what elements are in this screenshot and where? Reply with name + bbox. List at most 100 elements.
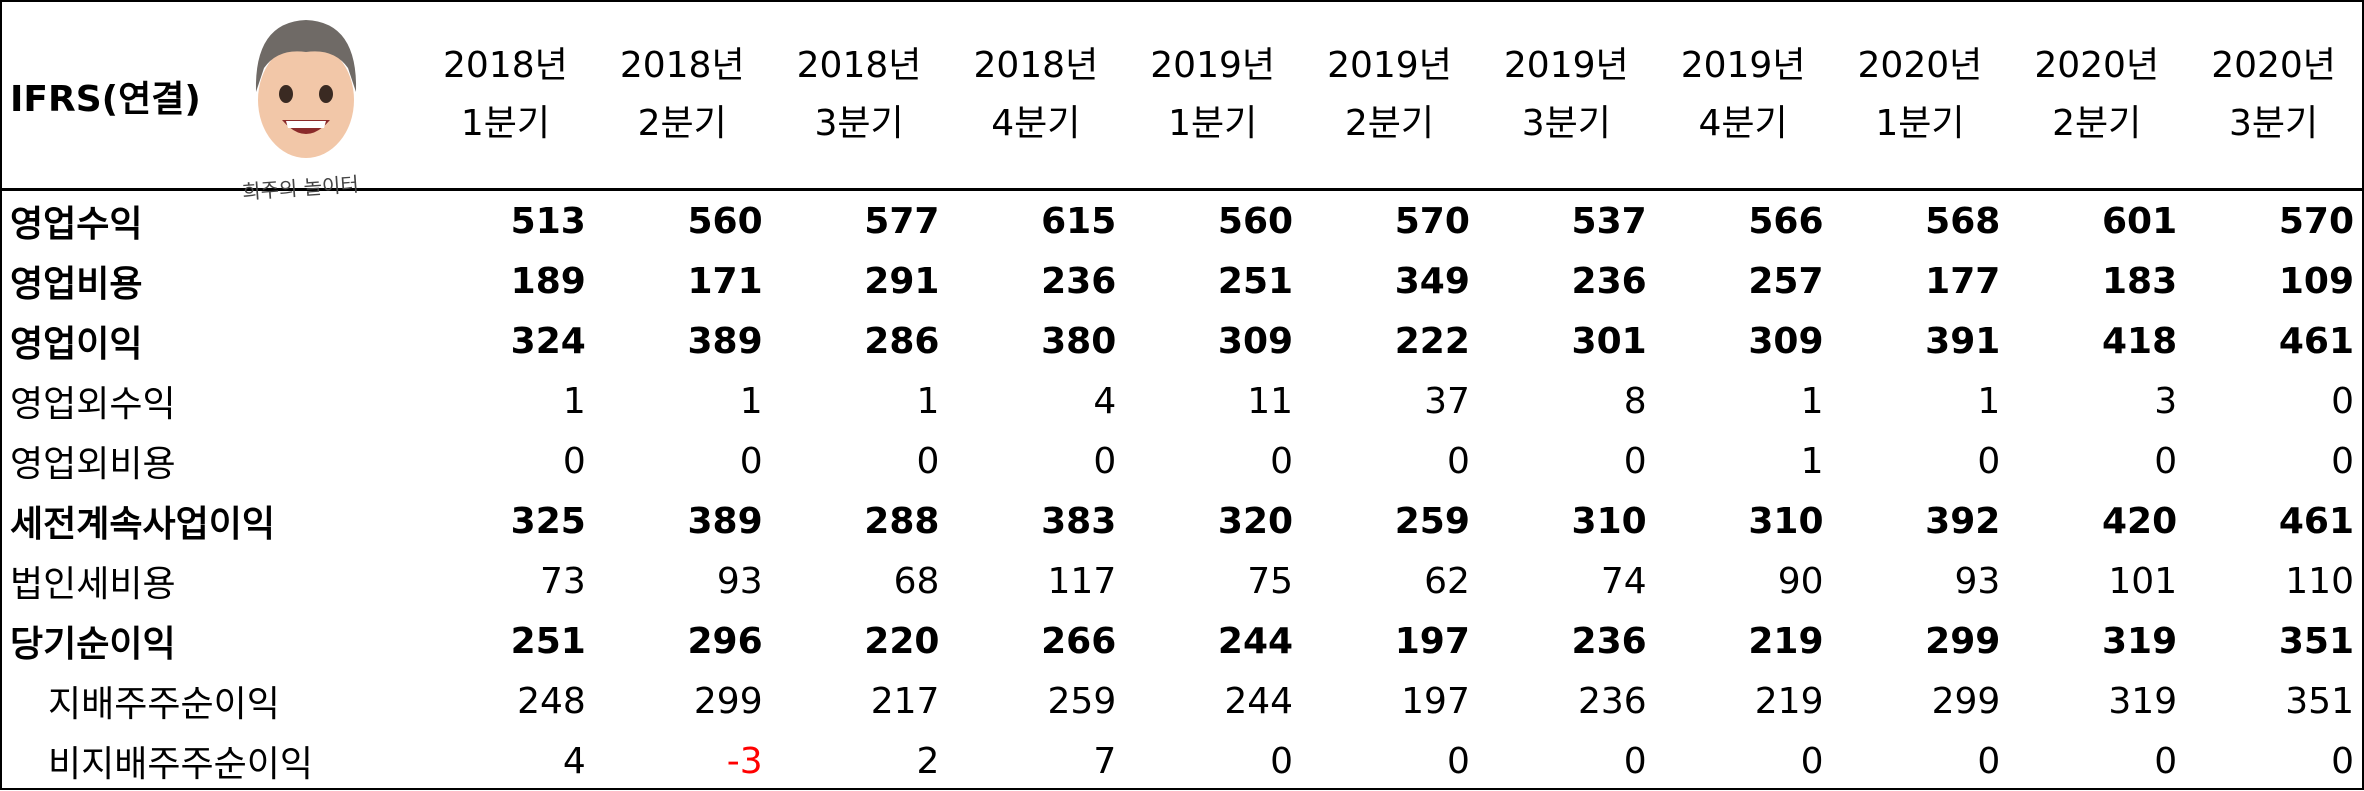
- column-quarter: 3분기: [2228, 103, 2319, 144]
- value-cell: 380: [1041, 320, 1117, 362]
- column-header: 2020년 3분기: [2185, 2, 2362, 191]
- value-cell: 219: [1754, 680, 1824, 722]
- value-cell: 217: [870, 680, 940, 722]
- value-cell: 0: [739, 440, 763, 482]
- value-cell: 310: [1748, 500, 1824, 542]
- value-cell: 351: [2278, 620, 2354, 662]
- value-cell: 324: [510, 320, 586, 362]
- column-header: 2018년 1분기: [417, 2, 594, 191]
- header-row: 2018년 1분기 2018년 2분기 2018년 3분기 2018년 4분기 2019년 1분기…: [2, 2, 2362, 191]
- column-quarter: 1분기: [1875, 103, 1965, 144]
- row-label: 영업외비용: [10, 444, 176, 485]
- value-cell: 236: [1577, 680, 1647, 722]
- column-year: 2018년: [443, 45, 568, 86]
- value-cell: 8: [1623, 380, 1647, 422]
- value-cell: 197: [1394, 620, 1470, 662]
- value-cell: 0: [1093, 440, 1117, 482]
- value-cell: 0: [1977, 440, 2001, 482]
- avatar-icon: [255, 20, 357, 158]
- value-cell: 101: [2108, 560, 2178, 602]
- value-cell: 0: [2331, 380, 2354, 422]
- value-cell: -3: [726, 740, 763, 782]
- value-cell: 117: [1047, 560, 1117, 602]
- value-cell: 319: [2101, 620, 2178, 662]
- value-cell: 560: [687, 200, 763, 242]
- row-label: 영업수익: [10, 204, 143, 245]
- value-cell: 74: [1600, 560, 1647, 602]
- value-cell: 90: [1777, 560, 1824, 602]
- value-cell: 183: [2101, 260, 2178, 302]
- row-label: 영업이익: [10, 324, 143, 365]
- value-cell: 62: [1424, 560, 1470, 602]
- value-cell: 537: [1571, 200, 1647, 242]
- value-cell: 4: [1093, 380, 1117, 422]
- value-cell: 418: [2101, 320, 2178, 362]
- data-row: 영업외비용 0 0 0 0 0 0 0 1 0 0 0: [2, 431, 2362, 491]
- value-cell: 93: [1954, 560, 2001, 602]
- value-cell: 68: [893, 560, 940, 602]
- value-cell: 1: [1800, 440, 1824, 482]
- value-cell: 0: [562, 440, 586, 482]
- value-cell: 0: [1446, 440, 1470, 482]
- column-header: 2018년 2분기: [593, 2, 771, 191]
- value-cell: 568: [1925, 200, 2001, 242]
- data-row: 영업비용 189 171 291 236 251 349 236 257 177 183 109: [2, 251, 2362, 311]
- value-cell: 1: [1977, 380, 2001, 422]
- value-cell: 0: [2154, 740, 2178, 782]
- value-cell: 219: [1748, 620, 1824, 662]
- value-cell: 391: [1925, 320, 2001, 362]
- value-cell: 1: [739, 380, 763, 422]
- value-cell: 244: [1217, 620, 1294, 662]
- data-row: 영업이익 324 389 286 380 309 222 301 309 391 418 461: [2, 311, 2362, 371]
- row-label: 세전계속사업이익: [10, 504, 275, 545]
- value-cell: 319: [2108, 680, 2178, 722]
- row-label: 비지배주주순이익: [48, 744, 313, 785]
- value-cell: 93: [716, 560, 763, 602]
- value-cell: 389: [687, 320, 763, 362]
- value-cell: 248: [517, 680, 586, 722]
- value-cell: 4: [562, 740, 586, 782]
- column-header: 2020년 2분기: [2008, 2, 2186, 191]
- value-cell: 310: [1571, 500, 1647, 542]
- column-year: 2019년: [1503, 45, 1629, 86]
- value-cell: 197: [1401, 680, 1470, 722]
- row-label: 영업비용: [10, 264, 143, 305]
- value-cell: 236: [1571, 260, 1647, 302]
- data-row: 법인세비용 73 93 68 117 75 62 74 90 93 101 110: [2, 551, 2362, 611]
- column-quarter: 2분기: [637, 103, 727, 144]
- value-cell: 2: [916, 740, 940, 782]
- column-year: 2018년: [796, 45, 922, 86]
- value-cell: 0: [1270, 740, 1294, 782]
- value-cell: 73: [540, 560, 586, 602]
- value-cell: 1: [916, 380, 940, 422]
- value-cell: 351: [2285, 680, 2354, 722]
- value-cell: 110: [2285, 560, 2354, 602]
- value-cell: 389: [687, 500, 763, 542]
- value-cell: 109: [2278, 260, 2354, 302]
- value-cell: 244: [1224, 680, 1294, 722]
- column-header: 2018년 3분기: [770, 2, 948, 191]
- value-cell: 0: [2331, 740, 2354, 782]
- data-row: 세전계속사업이익 325 389 288 383 320 259 310 310 392 420 46…: [2, 491, 2362, 551]
- value-cell: 1: [562, 380, 586, 422]
- column-header: 2019년 1분기: [1124, 2, 1302, 191]
- value-cell: 222: [1394, 320, 1470, 362]
- column-quarter: 3분기: [814, 103, 904, 144]
- value-cell: 392: [1925, 500, 2001, 542]
- value-cell: 3: [2154, 380, 2178, 422]
- value-cell: 177: [1925, 260, 2001, 302]
- value-cell: 251: [510, 620, 586, 662]
- value-cell: 75: [1247, 560, 1294, 602]
- data-row: 당기순이익 251 296 220 266 244 197 236 219 299 319 351: [2, 611, 2362, 671]
- column-year: 2019년: [1150, 45, 1276, 86]
- column-year: 2018년: [619, 45, 745, 86]
- row-label: 지배주주순이익: [48, 684, 280, 725]
- value-cell: 325: [510, 500, 586, 542]
- value-cell: 296: [687, 620, 763, 662]
- value-cell: 236: [1041, 260, 1117, 302]
- value-cell: 309: [1748, 320, 1824, 362]
- value-cell: 251: [1217, 260, 1294, 302]
- value-cell: 320: [1217, 500, 1294, 542]
- row-label: 당기순이익: [10, 624, 176, 665]
- value-cell: 383: [1041, 500, 1117, 542]
